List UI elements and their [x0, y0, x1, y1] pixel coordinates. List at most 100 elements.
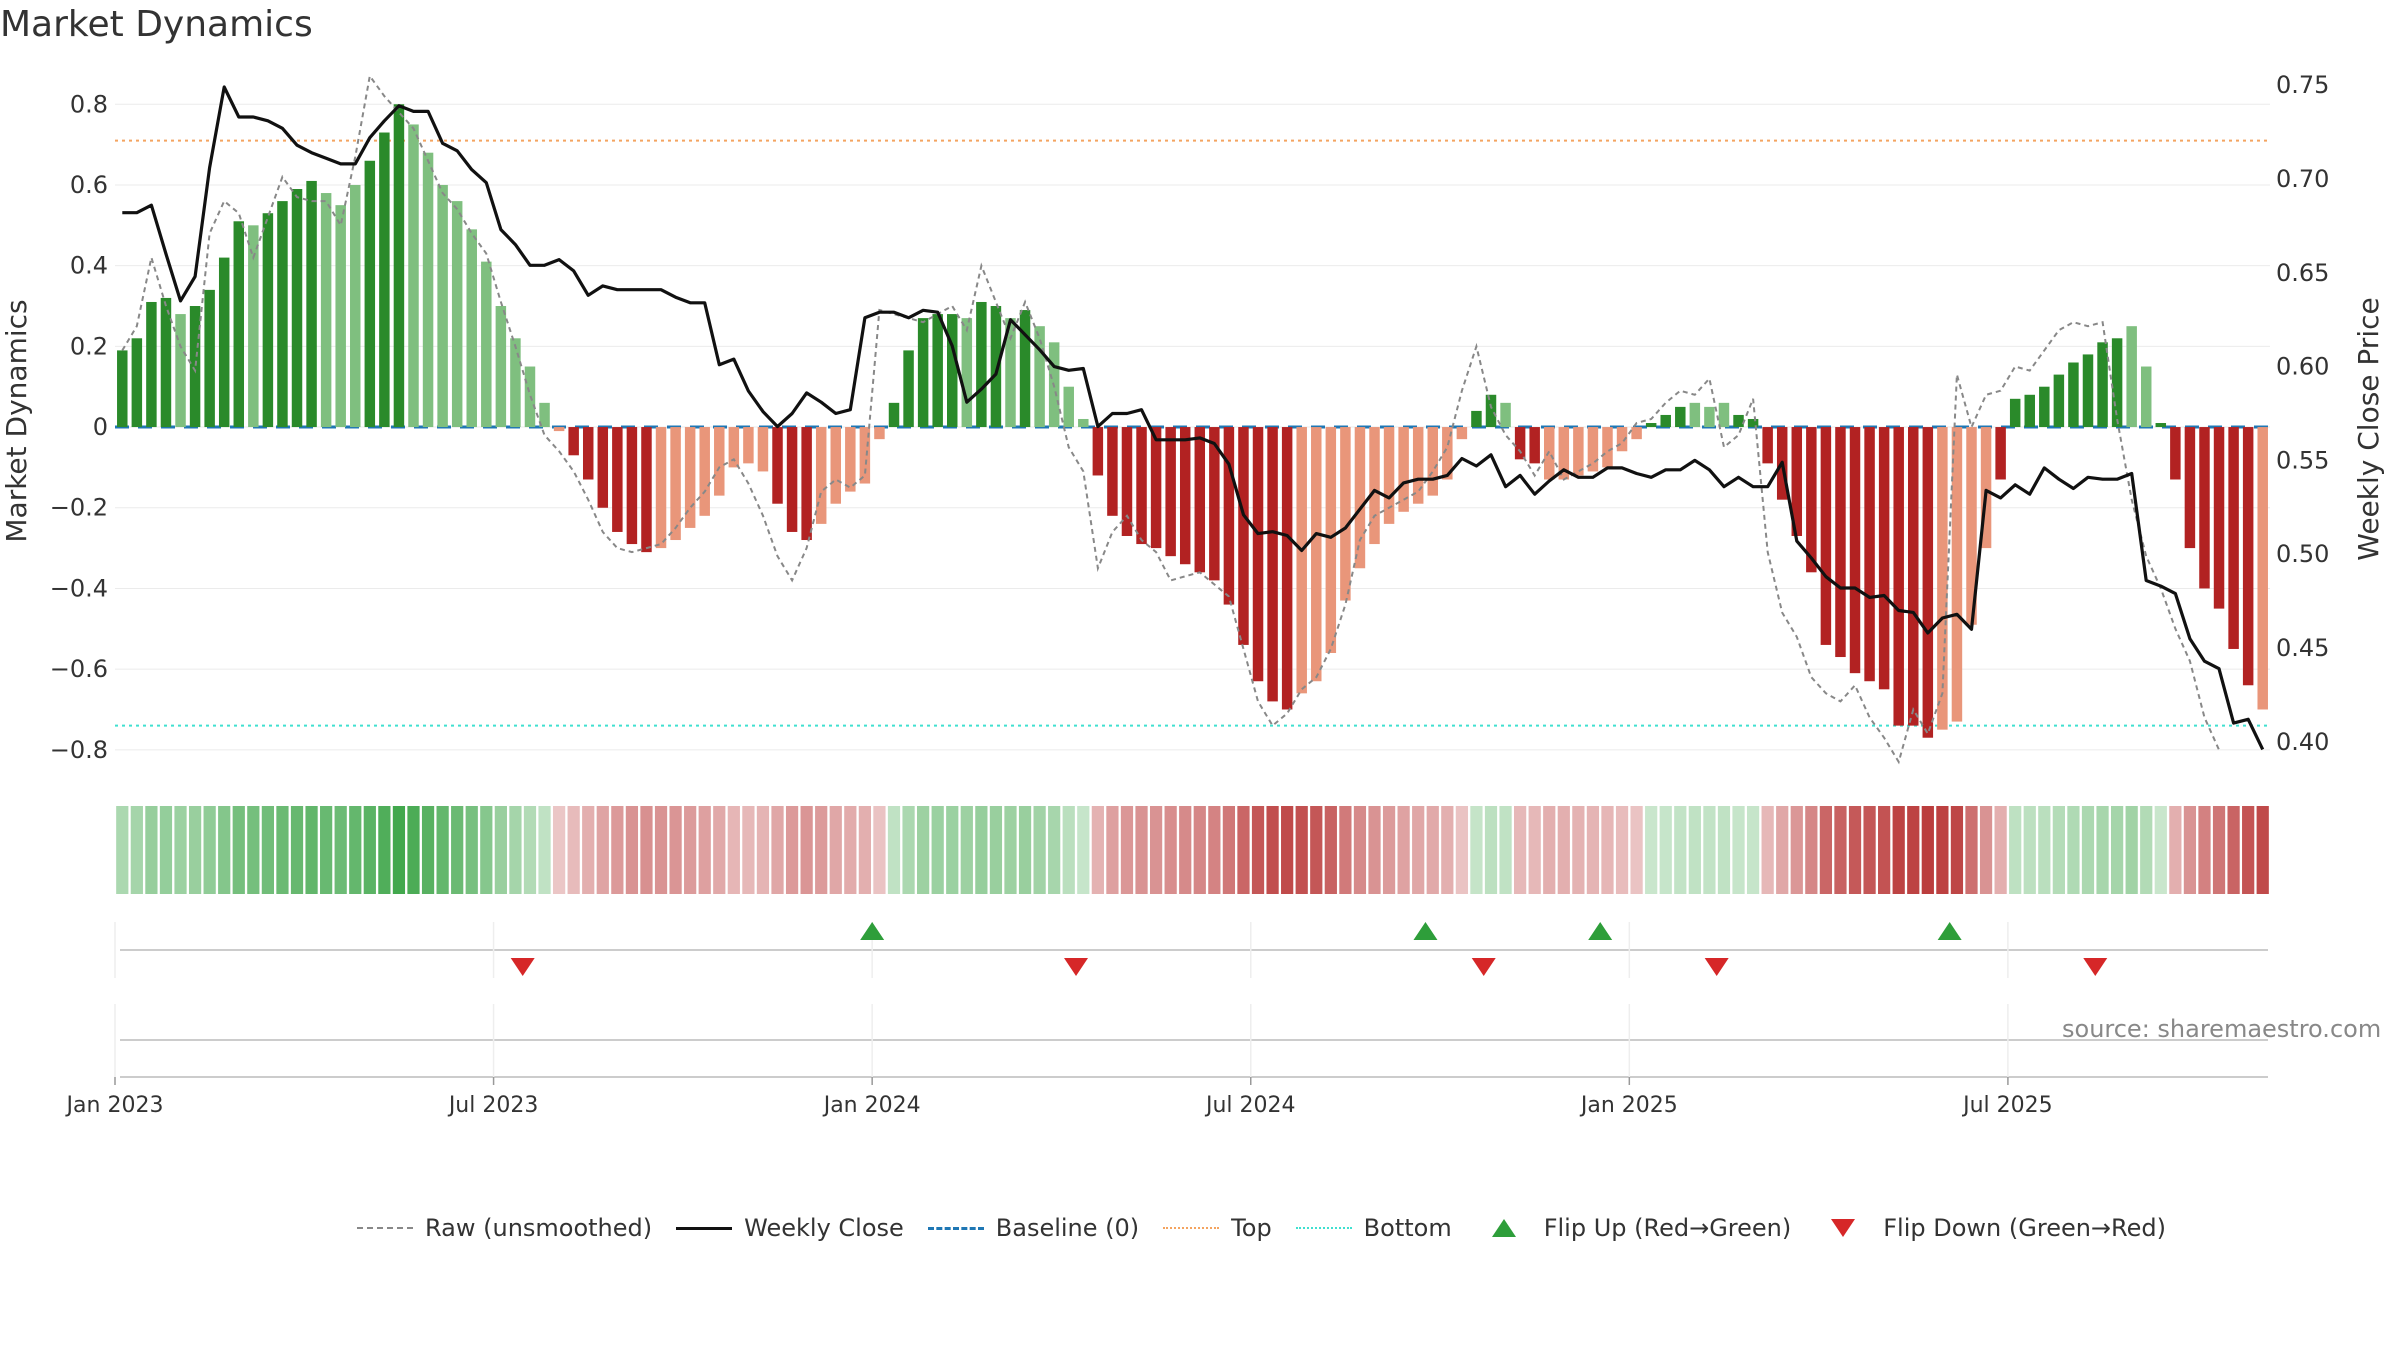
flip-up-marker [1937, 922, 1962, 940]
heat-strip-cell [946, 806, 959, 894]
heat-strip-cell [494, 806, 507, 894]
legend-flip-up-label: Flip Up (Red→Green) [1543, 1214, 1792, 1242]
heat-strip-cell [2256, 806, 2269, 894]
heat-strip-cell [654, 806, 668, 894]
y-axis-title: Market Dynamics [0, 299, 33, 542]
heat-strip-cell [1455, 806, 1468, 894]
heat-strip-cell [800, 806, 813, 894]
dynamics-bar [1267, 427, 1278, 702]
heat-strip-cell [742, 806, 755, 894]
dynamics-bar [786, 427, 798, 532]
dynamics-bar [1878, 427, 1890, 690]
legend-baseline: Baseline (0) [926, 1213, 1139, 1243]
heat-strip-cell [684, 806, 697, 894]
dynamics-bar [1922, 427, 1934, 738]
dynamics-bar [757, 427, 769, 472]
dynamics-bar [277, 201, 288, 428]
heat-strip-cell [582, 806, 595, 894]
heat-strip-cell [407, 806, 420, 894]
legend-bottom: Bottom [1294, 1213, 1452, 1243]
heat-strip-cell [815, 806, 828, 894]
dynamics-bar [408, 124, 419, 428]
heat-strip-cell [1659, 806, 1672, 894]
heat-strip-cell [1994, 806, 2007, 894]
heat-strip-cell [1018, 806, 1032, 894]
heat-strip-cell [2023, 806, 2036, 894]
dynamics-bar [1849, 427, 1861, 674]
x-tick-label: Jul 2023 [447, 1093, 539, 1118]
heat-strip-cell [290, 806, 304, 894]
heat-strip-cell [1281, 806, 1294, 894]
dynamics-bar [1398, 427, 1409, 512]
heat-strip-cell [2227, 806, 2240, 894]
dynamics-bar [117, 350, 128, 428]
heat-strip-cell [1907, 806, 1920, 894]
heat-strip-cell [305, 806, 318, 894]
flip-markers [114, 922, 2268, 1078]
dynamics-bar [495, 306, 507, 428]
flip-up-marker [860, 922, 885, 940]
dynamics-bar [670, 427, 681, 541]
y2-axis-title: Weekly Close Price [2352, 297, 2385, 560]
dynamics-bar [233, 221, 245, 428]
heat-strip-cell [2242, 806, 2255, 894]
dynamics-bar [582, 427, 594, 480]
heat-strip-cell [713, 806, 726, 894]
legend: Raw (unsmoothed) Weekly Close Baseline (… [355, 1208, 2188, 1248]
dynamics-bar [510, 338, 521, 428]
dynamics-bar [218, 257, 230, 428]
flip-down-marker [510, 958, 535, 976]
x-tick-label: Jul 2024 [1204, 1093, 1296, 1118]
heat-strip-cell [130, 806, 143, 894]
dynamics-bar [1675, 406, 1686, 428]
legend-bottom-swatch [1295, 1227, 1352, 1229]
heat-strip-cell [174, 806, 187, 894]
dynamics-bar [1587, 427, 1599, 472]
heat-strip-cell [1120, 806, 1134, 894]
heat-strip-cell [1717, 806, 1731, 894]
dynamics-bar [146, 301, 157, 428]
dynamics-bar [1150, 427, 1162, 549]
heat-strip-cell [320, 806, 333, 894]
heat-strip-cell [523, 806, 537, 894]
dynamics-bar [2097, 342, 2108, 428]
heat-strip-cell [858, 806, 871, 894]
heat-strip-cell [960, 806, 973, 894]
dynamics-bar [2228, 427, 2239, 649]
dynamics-bar [1980, 427, 1992, 549]
dynamics-bars [117, 104, 2268, 738]
heat-strip-cell [975, 806, 988, 894]
heat-strip-cell [1674, 806, 1687, 894]
heat-strip-cell [1892, 806, 1905, 894]
heat-strip-cell [1397, 806, 1410, 894]
dynamics-bar [1543, 427, 1555, 480]
heat-strip-cell [1805, 806, 1818, 894]
heat-strip-cell [1819, 806, 1833, 894]
y2-tick-label: 0.45 [2276, 634, 2329, 662]
dynamics-bar [932, 314, 943, 428]
dynamics-bar [1529, 427, 1540, 464]
weekly-close-line [122, 85, 2265, 751]
heat-strip-cell [2140, 806, 2153, 894]
heat-strip-cell [1237, 806, 1250, 894]
dynamics-bar [1005, 318, 1016, 428]
dynamics-bar [961, 318, 973, 428]
raw-unsmoothed-line [121, 73, 2220, 765]
dynamics-bar [1951, 427, 1963, 722]
dynamics-bar [2184, 427, 2196, 549]
heat-strip-cell [596, 806, 609, 894]
dynamics-bar [1485, 394, 1497, 428]
heat-strip-cell [1863, 806, 1876, 894]
heat-strip-cell [1033, 806, 1046, 894]
dynamics-bar [2024, 394, 2035, 428]
dynamics-bar [1194, 427, 1206, 573]
heat-strip-cell [1048, 806, 1061, 894]
dynamics-bar [830, 427, 842, 504]
dynamics-bar [1092, 427, 1104, 476]
heat-strip-cell [1732, 806, 1745, 894]
heat-strip-cell [378, 806, 391, 894]
heat-strip-cell [640, 806, 653, 894]
heat-strip-cell [1310, 806, 1323, 894]
heat-strip-cell [1484, 806, 1498, 894]
dynamics-bar [320, 193, 332, 428]
